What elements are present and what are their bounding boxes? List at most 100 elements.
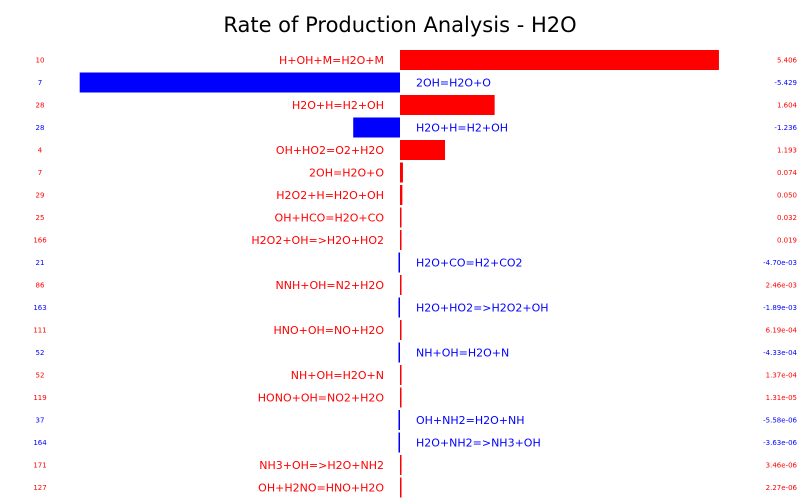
bar [79,72,400,93]
value-label: 1.604 [777,102,798,110]
chart-row: 28 H2O+H=H2+OH 1.604 [36,95,798,115]
row-index-label: 127 [33,484,46,492]
chart-row: 37 OH+NH2=H2O+NH -5.58e-06 [36,410,798,430]
chart-row: 29 H2O2+H=H2O+OH 0.050 [36,185,797,205]
bar [400,50,719,70]
value-label: -1.236 [774,124,797,132]
value-label: -1.89e-03 [763,304,797,312]
reaction-label: OH+NH2=H2O+NH [416,414,525,427]
value-label: 0.032 [777,214,797,222]
row-index-label: 52 [36,372,45,380]
value-label: -4.33e-04 [763,349,797,357]
chart-row: 7 2OH=H2O+O 0.074 [38,162,798,183]
reaction-label: HNO+OH=NO+H2O [273,324,384,337]
bar [400,477,402,498]
value-label: -4.70e-03 [763,259,797,267]
value-label: 2.27e-06 [766,484,798,492]
row-index-label: 25 [36,214,45,222]
reaction-label: NH3+OH=>H2O+NH2 [259,459,384,472]
chart-row: 127 OH+H2NO=HNO+H2O 2.27e-06 [33,477,798,498]
bar [400,162,403,183]
reaction-label: 2OH=H2O+O [309,167,384,180]
row-index-label: 163 [33,304,46,312]
value-label: 6.19e-04 [766,327,798,335]
value-label: 0.074 [777,169,798,177]
bar [400,207,402,228]
row-index-label: 29 [36,192,45,200]
row-index-label: 171 [33,462,46,470]
bar [400,387,402,408]
reaction-label: H+OH+M=H2O+M [279,54,384,67]
bar [398,432,400,453]
chart-row: 10 H+OH+M=H2O+M 5.406 [36,50,798,70]
bar [398,410,400,430]
reaction-label: H2O+HO2=>H2O2+OH [416,302,549,315]
bar [400,185,403,205]
bar [400,365,402,385]
bar [398,252,400,273]
value-label: 1.31e-05 [766,394,797,402]
chart-row: 163 H2O+HO2=>H2O2+OH -1.89e-03 [33,297,797,318]
bar [398,342,400,363]
chart-row: 166 H2O2+OH=>H2O+HO2 0.019 [33,230,797,250]
bar [353,117,400,138]
bar [398,297,400,318]
bar [400,275,402,295]
value-label: 0.050 [777,192,797,200]
row-index-label: 166 [33,237,47,245]
chart-row: 4 OH+HO2=O2+H2O 1.193 [38,140,797,160]
value-label: 2.46e-03 [766,282,797,290]
value-label: -3.63e-06 [763,439,797,447]
chart-row: 111 HNO+OH=NO+H2O 6.19e-04 [33,320,798,340]
row-index-label: 164 [33,439,47,447]
row-index-label: 37 [36,417,45,425]
reaction-label: OH+HO2=O2+H2O [276,144,384,157]
chart-row: 86 NNH+OH=N2+H2O 2.46e-03 [36,275,797,295]
reaction-label: NNH+OH=N2+H2O [276,279,385,292]
reaction-label: NH+OH=H2O+N [416,347,509,360]
row-index-label: 111 [33,327,46,335]
value-label: 1.193 [777,147,797,155]
reaction-label: H2O+H=H2+OH [416,122,508,135]
row-index-label: 86 [36,282,45,290]
bar [400,95,495,115]
reaction-label: 2OH=H2O+O [416,77,491,90]
chart-row: 21 H2O+CO=H2+CO2 -4.70e-03 [36,252,797,273]
chart-row: 7 2OH=H2O+O -5.429 [38,72,797,93]
chart-row: 25 OH+HCO=H2O+CO 0.032 [36,207,797,228]
reaction-label: OH+H2NO=HNO+H2O [258,482,384,495]
chart-row: 28 H2O+H=H2+OH -1.236 [36,117,798,138]
row-index-label: 7 [38,79,42,87]
value-label: 1.37e-04 [766,372,798,380]
bar [400,140,446,160]
chart-row: 164 H2O+NH2=>NH3+OH -3.63e-06 [33,432,798,453]
reaction-label: H2O+H=H2+OH [292,99,384,112]
row-index-label: 7 [38,169,42,177]
reaction-label: H2O2+OH=>H2O+HO2 [251,234,384,247]
bar [400,230,402,250]
value-label: 0.019 [777,237,797,245]
reaction-label: HONO+OH=NO2+H2O [258,392,385,405]
value-label: -5.429 [774,79,797,87]
value-label: 5.406 [777,57,798,65]
row-index-label: 21 [36,259,45,267]
value-label: 3.46e-06 [766,462,798,470]
value-label: -5.58e-06 [763,417,797,425]
reaction-label: H2O+NH2=>NH3+OH [416,437,541,450]
row-index-label: 52 [36,349,45,357]
row-index-label: 10 [36,57,45,65]
reaction-label: H2O+CO=H2+CO2 [416,257,523,270]
row-index-label: 4 [38,147,43,155]
reaction-label: OH+HCO=H2O+CO [275,212,385,225]
bar [400,320,402,340]
chart-row: 171 NH3+OH=>H2O+NH2 3.46e-06 [33,455,798,475]
reaction-label: H2O2+H=H2O+OH [276,189,384,202]
row-index-label: 28 [36,124,45,132]
chart-row: 52 NH+OH=H2O+N -4.33e-04 [36,342,798,363]
chart-row: 52 NH+OH=H2O+N 1.37e-04 [36,365,798,385]
chart-title: Rate of Production Analysis - H2O [223,13,576,37]
row-index-label: 119 [33,394,46,402]
reaction-label: NH+OH=H2O+N [291,369,384,382]
row-index-label: 28 [36,102,45,110]
